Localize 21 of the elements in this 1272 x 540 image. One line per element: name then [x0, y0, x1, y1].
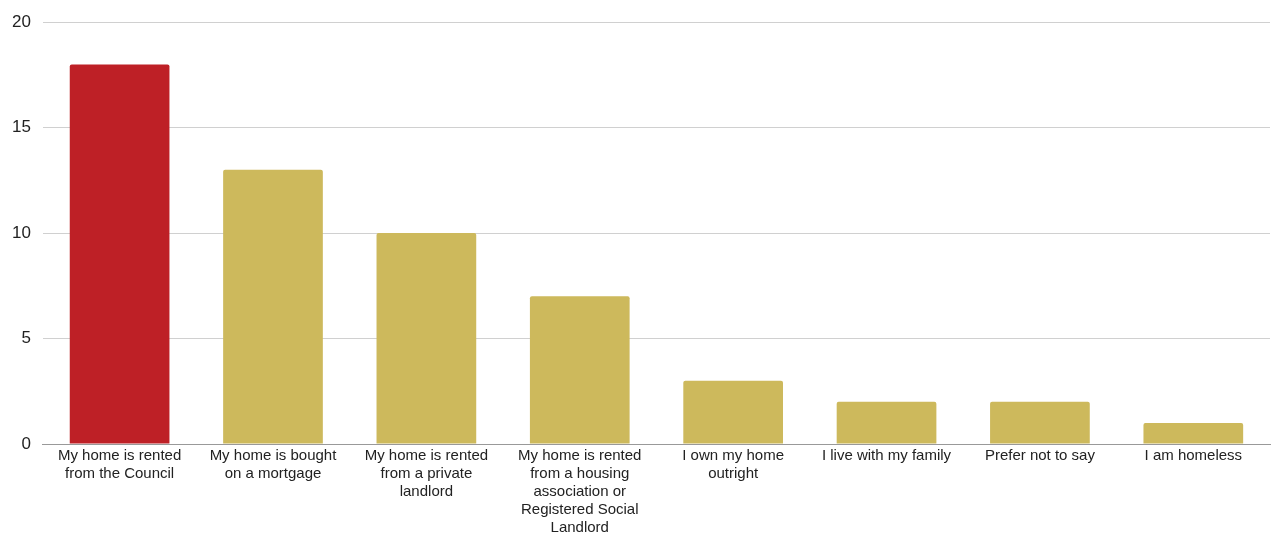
- bar: [836, 401, 937, 444]
- x-tick-label: Prefer not to say: [984, 446, 1096, 464]
- bar: [223, 169, 323, 444]
- y-tick-label: 10: [11, 222, 31, 242]
- x-tick-label: I live with my family: [821, 446, 952, 464]
- bar: [990, 401, 1090, 444]
- bar: [529, 296, 630, 444]
- bar: [683, 380, 783, 444]
- x-tick-label: My home is rented from the Council: [57, 446, 182, 482]
- y-tick-label: 5: [21, 328, 31, 348]
- y-tick-label: 0: [21, 433, 31, 453]
- x-tick-label: My home is rented from a private landlord: [364, 446, 489, 500]
- bar: [1143, 422, 1244, 444]
- x-tick-label: I am homeless: [1144, 446, 1243, 464]
- bar: [69, 64, 170, 444]
- x-tick-label: I own my home outright: [682, 446, 785, 482]
- y-tick-label: 15: [11, 117, 31, 137]
- x-tick-label: My home is bought on a mortgage: [209, 446, 338, 482]
- y-tick-label: 20: [11, 11, 31, 31]
- x-tick-label: My home is rented from a housing association or Registered Social Landlord: [518, 446, 642, 536]
- bar: [376, 233, 477, 444]
